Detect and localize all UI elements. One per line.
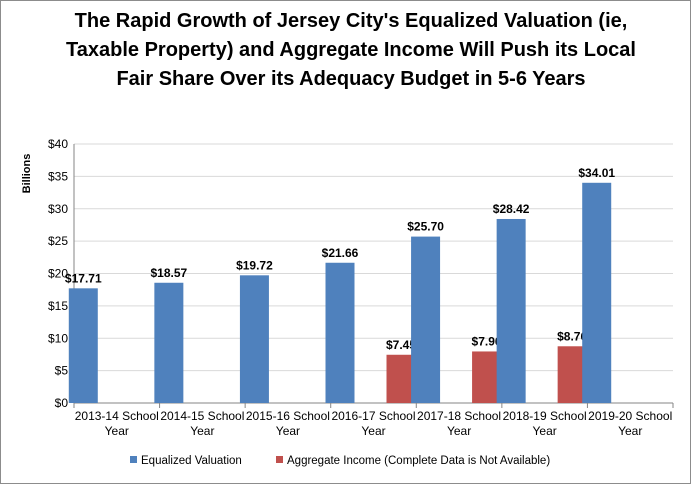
bar-aggregate-income bbox=[472, 351, 502, 403]
data-label: $28.42 bbox=[493, 202, 530, 216]
x-tick-label: 2019-20 School bbox=[588, 409, 672, 423]
y-tick-label: $15 bbox=[48, 299, 68, 313]
data-label: $21.66 bbox=[322, 246, 359, 260]
y-tick-label: $0 bbox=[55, 396, 69, 410]
bar-equalized-valuation bbox=[154, 282, 184, 403]
bar-equalized-valuation bbox=[239, 275, 269, 403]
x-tick-label: 2018-19 School bbox=[503, 409, 587, 423]
x-tick-label: Year bbox=[533, 424, 557, 438]
data-label: $7.45 bbox=[386, 338, 416, 352]
legend-entry: Aggregate Income (Complete Data is Not A… bbox=[287, 455, 550, 467]
x-tick-label: Year bbox=[276, 424, 300, 438]
data-label: $25.70 bbox=[407, 220, 444, 234]
y-tick-label: $40 bbox=[48, 137, 68, 151]
y-tick-label: $30 bbox=[48, 202, 68, 216]
y-tick-label: $25 bbox=[48, 234, 68, 248]
x-tick-label: Year bbox=[361, 424, 385, 438]
x-tick-label: Year bbox=[190, 424, 214, 438]
bar-equalized-valuation bbox=[496, 218, 526, 403]
legend-swatch bbox=[276, 456, 283, 463]
bar-aggregate-income bbox=[557, 346, 587, 403]
y-tick-label: $5 bbox=[55, 364, 69, 378]
x-tick-label: Year bbox=[105, 424, 129, 438]
y-tick-label: $10 bbox=[48, 331, 68, 345]
bar-aggregate-income bbox=[386, 354, 416, 403]
x-tick-label: Year bbox=[447, 424, 471, 438]
data-label: $34.01 bbox=[578, 166, 615, 180]
chart-title: The Rapid Growth of Jersey City's Equali… bbox=[66, 10, 636, 90]
data-label: $19.72 bbox=[236, 258, 273, 272]
bar-equalized-valuation bbox=[411, 236, 441, 403]
x-tick-label: 2015-16 School bbox=[246, 409, 330, 423]
data-label: $18.57 bbox=[151, 266, 188, 280]
x-tick-label: 2017-18 School bbox=[417, 409, 501, 423]
data-label: $7.96 bbox=[472, 334, 502, 348]
legend-swatch bbox=[130, 456, 137, 463]
y-tick-label: $20 bbox=[48, 267, 68, 281]
bar-equalized-valuation bbox=[68, 288, 98, 403]
data-label: $8.76 bbox=[557, 329, 587, 343]
bar-equalized-valuation bbox=[325, 262, 355, 403]
y-axis-label: Billions bbox=[21, 154, 33, 194]
x-tick-label: 2013-14 School bbox=[75, 409, 159, 423]
y-tick-label: $35 bbox=[48, 169, 68, 183]
legend-entry: Equalized Valuation bbox=[141, 455, 242, 467]
bar-equalized-valuation bbox=[582, 182, 612, 403]
x-tick-label: Year bbox=[618, 424, 642, 438]
data-label: $17.71 bbox=[65, 271, 102, 285]
x-tick-label: 2016-17 School bbox=[331, 409, 415, 423]
x-tick-label: 2014-15 School bbox=[160, 409, 244, 423]
